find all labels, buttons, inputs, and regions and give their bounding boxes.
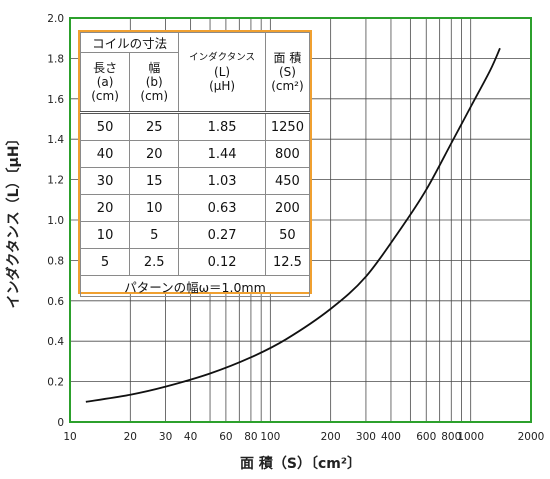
y-tick-label: 2.0 <box>47 13 64 25</box>
table-cell: 2.5 <box>129 248 180 276</box>
y-axis-title: インダクタンス（L）〔μH〕 <box>5 131 22 308</box>
table-row: 10 5 0.27 50 <box>79 221 311 249</box>
y-tick-label: 1.2 <box>47 175 64 187</box>
table-cell: 40 <box>79 140 131 168</box>
x-tick-label: 30 <box>159 431 172 443</box>
table-cell: 50 <box>79 111 131 141</box>
table-cell: 25 <box>129 111 180 141</box>
table-cell: 50 <box>264 221 311 249</box>
x-tick-label: 200 <box>321 431 341 443</box>
y-tick-labels: 0 0.2 0.4 0.6 0.8 1.0 1.2 1.4 1.6 1.8 2.0 <box>47 13 64 429</box>
table-cell: 20 <box>129 140 180 168</box>
header-line: (μH) <box>209 79 236 93</box>
table-cell: 10 <box>79 221 131 249</box>
y-tick-label: 0.2 <box>47 377 64 389</box>
table-cell: 1.85 <box>178 111 266 141</box>
group-header: コイルの寸法 <box>79 32 180 53</box>
x-tick-label: 40 <box>184 431 197 443</box>
table-cell: 12.5 <box>264 248 311 276</box>
x-tick-label: 800 <box>441 431 461 443</box>
table-cell: 450 <box>264 167 311 195</box>
y-tick-label: 1.0 <box>47 215 64 227</box>
y-tick-label: 0.6 <box>47 296 64 308</box>
table-cell: 10 <box>129 194 180 222</box>
header-line: (S) <box>278 65 296 79</box>
table-row: 40 20 1.44 800 <box>79 140 311 168</box>
table-cell: 0.12 <box>178 248 266 276</box>
x-tick-label: 100 <box>260 431 280 443</box>
x-tick-label: 60 <box>219 431 232 443</box>
table-cell: 30 <box>79 167 131 195</box>
table-cell: 15 <box>129 167 180 195</box>
table-cell: 5 <box>129 221 180 249</box>
x-tick-label: 300 <box>356 431 376 443</box>
header-line: インダクタンス <box>189 52 256 63</box>
y-tick-label: 0.4 <box>47 336 64 348</box>
y-tick-label: 0 <box>57 417 64 429</box>
header-area: 面 積 (S) (cm²) <box>264 32 311 113</box>
table-note-row: パターンの幅ω＝1.0mm <box>80 275 310 297</box>
coil-dimension-table: コイルの寸法 インダクタンス (L) (μH) 面 積 (S) (cm²) 長さ… <box>78 30 312 297</box>
table-row: 20 10 0.63 200 <box>79 194 311 222</box>
header-line: (cm) <box>140 89 169 103</box>
x-tick-label: 80 <box>244 431 257 443</box>
header-length: 長さ (a) (cm) <box>79 52 131 113</box>
plot-frame <box>69 17 532 423</box>
x-tick-label: 1000 <box>457 431 484 443</box>
x-tick-label: 10 <box>63 431 76 443</box>
table-cell: 800 <box>264 140 311 168</box>
x-tick-label: 2000 <box>518 431 545 443</box>
header-line: 幅 <box>148 61 161 75</box>
header-inductance: インダクタンス (L) (μH) <box>178 32 266 113</box>
table-cell: 200 <box>264 194 311 222</box>
header-line: (b) <box>145 75 163 89</box>
header-width: 幅 (b) (cm) <box>129 52 180 113</box>
table-cell: 0.63 <box>178 194 266 222</box>
header-line: (cm) <box>91 89 119 103</box>
header-line: 長さ <box>93 61 118 75</box>
table-note: パターンの幅ω＝1.0mm <box>80 275 310 297</box>
y-tick-label: 1.6 <box>47 94 64 106</box>
table-cell: 0.27 <box>178 221 266 249</box>
x-tick-label: 20 <box>124 431 137 443</box>
table-cell: 5 <box>79 248 131 276</box>
y-tick-label: 0.8 <box>47 255 64 267</box>
x-axis-title: 面 積（S）〔cm²〕 <box>240 455 361 472</box>
table-cell: 1250 <box>264 111 311 141</box>
series-layer <box>85 47 501 403</box>
table-cell: 20 <box>79 194 131 222</box>
header-line: 面 積 <box>273 51 302 65</box>
table-cell: 1.03 <box>178 167 266 195</box>
header-line: (L) <box>214 65 231 79</box>
x-tick-label: 600 <box>416 431 436 443</box>
table-cell: 1.44 <box>178 140 266 168</box>
series-line <box>85 47 501 403</box>
x-tick-label: 400 <box>381 431 401 443</box>
y-tick-label: 1.4 <box>47 134 64 146</box>
table-row: 30 15 1.03 450 <box>79 167 311 195</box>
header-line: (a) <box>96 75 114 89</box>
table: コイルの寸法 インダクタンス (L) (μH) 面 積 (S) (cm²) 長さ… <box>79 32 311 297</box>
y-tick-label: 1.8 <box>47 53 64 65</box>
table-row: 5 2.5 0.12 12.5 <box>79 248 311 276</box>
header-line: (cm²) <box>271 79 304 93</box>
table-row: 50 25 1.85 1250 <box>79 111 311 141</box>
